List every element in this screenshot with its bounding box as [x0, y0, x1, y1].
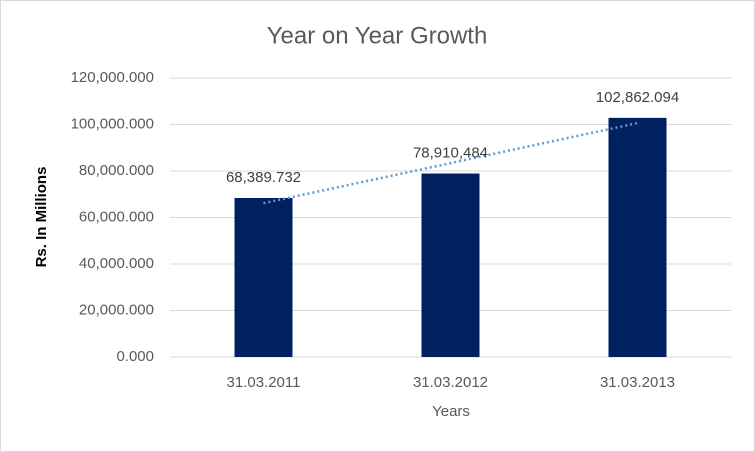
data-label: 102,862.094: [596, 89, 679, 106]
bar: [421, 173, 480, 357]
x-tick-label: 31.03.2013: [600, 374, 675, 391]
y-tick-label: 100,000.000: [71, 115, 154, 132]
y-tick-label: 0.000: [116, 348, 154, 365]
y-tick-label: 60,000.000: [79, 208, 154, 225]
x-axis-label: Years: [432, 403, 470, 420]
y-axis-label: Rs. In Millions: [33, 167, 50, 268]
data-label: 68,389.732: [226, 169, 301, 186]
y-tick-label: 40,000.000: [79, 255, 154, 272]
bar: [234, 197, 293, 357]
y-tick-label: 80,000.000: [79, 162, 154, 179]
bar: [608, 117, 667, 357]
trendline: [263, 121, 638, 205]
y-tick-label: 20,000.000: [79, 301, 154, 318]
x-tick-label: 31.03.2012: [413, 374, 488, 391]
y-tick-label: 120,000.000: [71, 69, 154, 86]
x-tick-label: 31.03.2011: [227, 374, 301, 391]
data-label: 78,910,484: [413, 145, 488, 162]
chart-title: Year on Year Growth: [267, 22, 488, 49]
